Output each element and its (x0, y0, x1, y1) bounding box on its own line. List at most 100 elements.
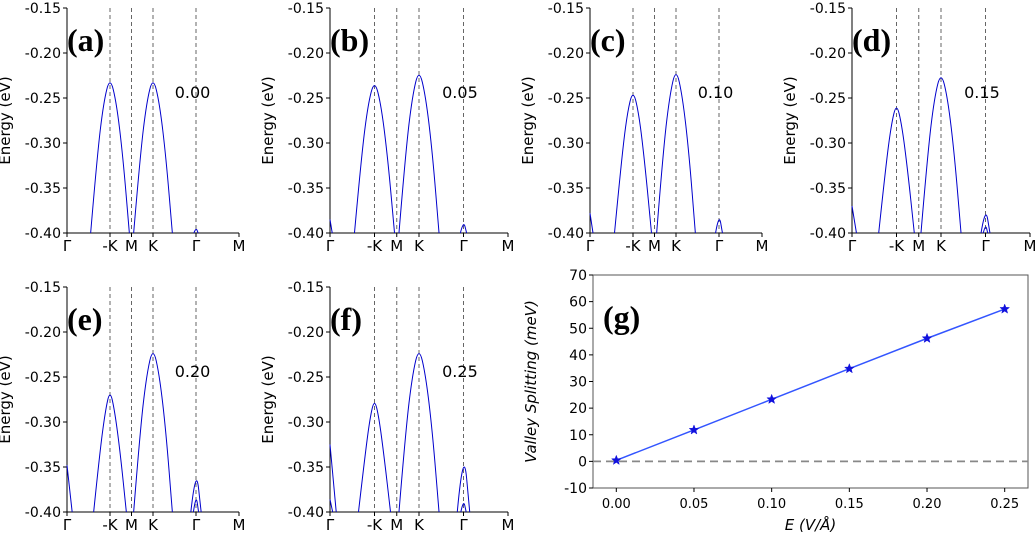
k-point-label: Γ (459, 237, 468, 255)
panel-g: 70 60 50 40 30 20 10 0 -10 Valley Splitting (meV)… (522, 268, 1029, 534)
y-tick-label: -0.25 (548, 91, 584, 107)
panel-letter: (e) (67, 301, 103, 337)
k-point-label: M (1024, 237, 1036, 255)
x-tick-label: 0.25 (990, 497, 1019, 512)
x-tick-label: 0.00 (602, 497, 631, 512)
band-curve (329, 499, 334, 513)
k-point-label: Γ (715, 237, 724, 255)
y-tick-label: 20 (569, 401, 587, 417)
k-point-label: K (671, 237, 682, 255)
y-tick-label: -10 (564, 481, 587, 497)
k-point-label: Γ (63, 516, 72, 534)
y-tick-label: -0.40 (25, 226, 61, 242)
y-tick-label: 50 (569, 321, 587, 337)
band-curve (980, 214, 991, 234)
k-point-label: Γ (586, 237, 595, 255)
k-point-label: -K (367, 237, 383, 255)
x-axis-label: E (V/Å) (785, 515, 837, 534)
k-point-label: M (648, 237, 661, 255)
panel-d: -0.15 -0.20 -0.25 -0.30 -0.35 -0.40 Energy (eV… (781, 1, 1036, 255)
y-tick-label: -0.35 (548, 181, 584, 197)
k-point-label: -K (102, 516, 118, 534)
y-tick-label: -0.30 (25, 415, 61, 431)
y-tick-label: -0.25 (288, 91, 324, 107)
x-tick-label: 0.10 (757, 497, 786, 512)
k-point-label: M (502, 516, 515, 534)
panel-b: -0.15 -0.20 -0.25 -0.30 -0.35 -0.40 Energy (eV… (259, 1, 514, 255)
y-tick-label: -0.30 (810, 136, 846, 152)
band-curve (329, 444, 337, 513)
k-point-label: Γ (192, 237, 201, 255)
band-curve (90, 82, 130, 234)
y-tick-label: -0.30 (548, 136, 584, 152)
y-tick-label: -0.40 (288, 505, 324, 521)
y-tick-label: -0.35 (810, 181, 846, 197)
y-tick-label: -0.25 (25, 370, 61, 386)
y-tick-label: -0.35 (288, 181, 324, 197)
band-curve (851, 205, 857, 234)
k-point-label: -K (367, 516, 383, 534)
y-tick-label: -0.35 (288, 460, 324, 476)
y-tick-label: -0.15 (288, 280, 324, 296)
k-point-label: K (148, 516, 159, 534)
k-point-label: M (233, 237, 246, 255)
y-tick-label: 70 (569, 268, 587, 284)
x-tick-label: 0.15 (835, 497, 864, 512)
y-tick-label: -0.20 (288, 46, 324, 62)
k-point-label: K (936, 237, 947, 255)
x-tick-label: 0.20 (913, 497, 942, 512)
panel-letter: (a) (67, 22, 104, 58)
panel-letter: (f) (330, 301, 362, 337)
panel-c: -0.15 -0.20 -0.25 -0.30 -0.35 -0.40 Energy (eV… (519, 1, 768, 255)
y-axis-label: Energy (eV) (0, 355, 14, 443)
data-point-star (688, 424, 700, 435)
k-point-label: Γ (326, 237, 335, 255)
y-axis-label: Valley Splitting (meV) (522, 300, 540, 463)
field-value-label: 0.05 (442, 83, 478, 102)
y-tick-label: -0.30 (288, 415, 324, 431)
k-point-label: Γ (63, 237, 72, 255)
band-curve (190, 480, 202, 513)
y-tick-label: -0.25 (288, 370, 324, 386)
y-tick-label: -0.20 (288, 325, 324, 341)
data-point-star (999, 303, 1011, 314)
band-curve (133, 353, 173, 513)
data-point-star (921, 332, 933, 343)
y-tick-label: -0.15 (288, 1, 324, 17)
k-point-label: M (390, 237, 403, 255)
k-point-label: -K (102, 237, 118, 255)
y-tick-label: 0 (578, 454, 587, 470)
band-curve (133, 82, 173, 234)
band-curve (656, 74, 696, 234)
band-curve (878, 107, 915, 234)
band-curve (460, 503, 467, 513)
k-point-label: K (414, 516, 425, 534)
axes-frame (592, 274, 1029, 489)
y-tick-label: -0.35 (25, 181, 61, 197)
k-point-label: Γ (981, 237, 990, 255)
k-point-label: M (125, 516, 138, 534)
k-point-label: M (502, 237, 515, 255)
band-curve (193, 228, 199, 234)
y-tick-label: -0.30 (25, 136, 61, 152)
band-curve (66, 465, 73, 513)
band-curve (329, 219, 333, 234)
y-tick-label: -0.20 (810, 46, 846, 62)
y-tick-label: -0.40 (810, 226, 846, 242)
band-curve (93, 394, 127, 513)
y-tick-label: -0.15 (548, 1, 584, 17)
y-tick-label: 40 (569, 348, 587, 364)
k-point-label: Γ (848, 237, 857, 255)
y-axis-label: Energy (eV) (259, 76, 277, 164)
band-curve (982, 226, 989, 234)
y-tick-label: -0.40 (548, 226, 584, 242)
data-point-star (843, 363, 855, 374)
field-value-label: 0.25 (442, 362, 478, 381)
k-point-label: M (233, 516, 246, 534)
band-curve (589, 213, 594, 234)
k-point-label: M (912, 237, 925, 255)
y-tick-label: -0.20 (25, 325, 61, 341)
y-tick-label: -0.30 (288, 136, 324, 152)
y-tick-label: -0.15 (25, 280, 61, 296)
